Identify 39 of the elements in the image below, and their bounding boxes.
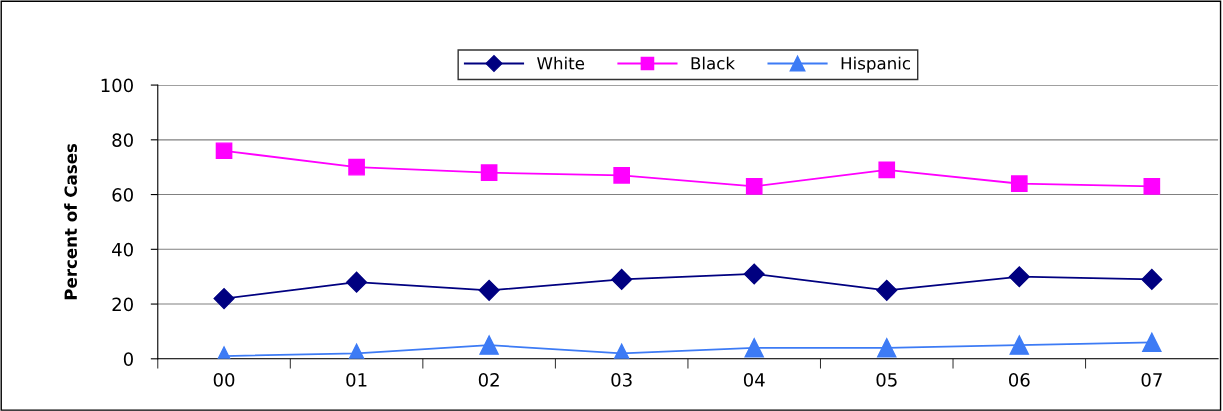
point [876,279,898,301]
point [1141,268,1163,290]
legend-label: Black [691,56,735,70]
point [878,161,896,179]
y-tick-label: 80 [112,133,133,147]
point [213,288,235,310]
y-tick-label: 20 [112,297,133,312]
point [745,178,763,195]
x-tick-label: 02 [478,373,499,387]
point [478,279,500,301]
x-tick-label: 01 [346,373,367,387]
legend-label: Hispanic [841,56,911,73]
point [215,142,233,160]
point [479,335,499,355]
x-tick-label: 00 [213,373,235,387]
x-tick-label: 04 [743,373,765,387]
x-tick-label: 07 [1141,373,1162,387]
point [480,164,498,182]
point [744,338,764,358]
point [743,263,765,285]
point [611,268,633,290]
point [877,338,897,358]
point [1008,266,1030,288]
x-tick-label: 05 [876,373,897,387]
x-tick-label: 06 [1009,373,1030,387]
y-tick-label: 0 [123,352,133,366]
point [613,167,631,184]
y-tick-label: 100 [101,78,133,93]
y-tick-label: 60 [112,188,133,202]
legend-label: White [537,56,585,70]
point [1142,332,1162,353]
point [346,271,368,293]
point [1143,178,1161,195]
point [1009,335,1030,355]
x-tick-label: 03 [611,373,632,387]
y-axis-title: Percent of Cases [64,143,78,300]
point [1010,175,1028,192]
y-tick-label: 40 [112,242,133,257]
point [348,158,365,176]
